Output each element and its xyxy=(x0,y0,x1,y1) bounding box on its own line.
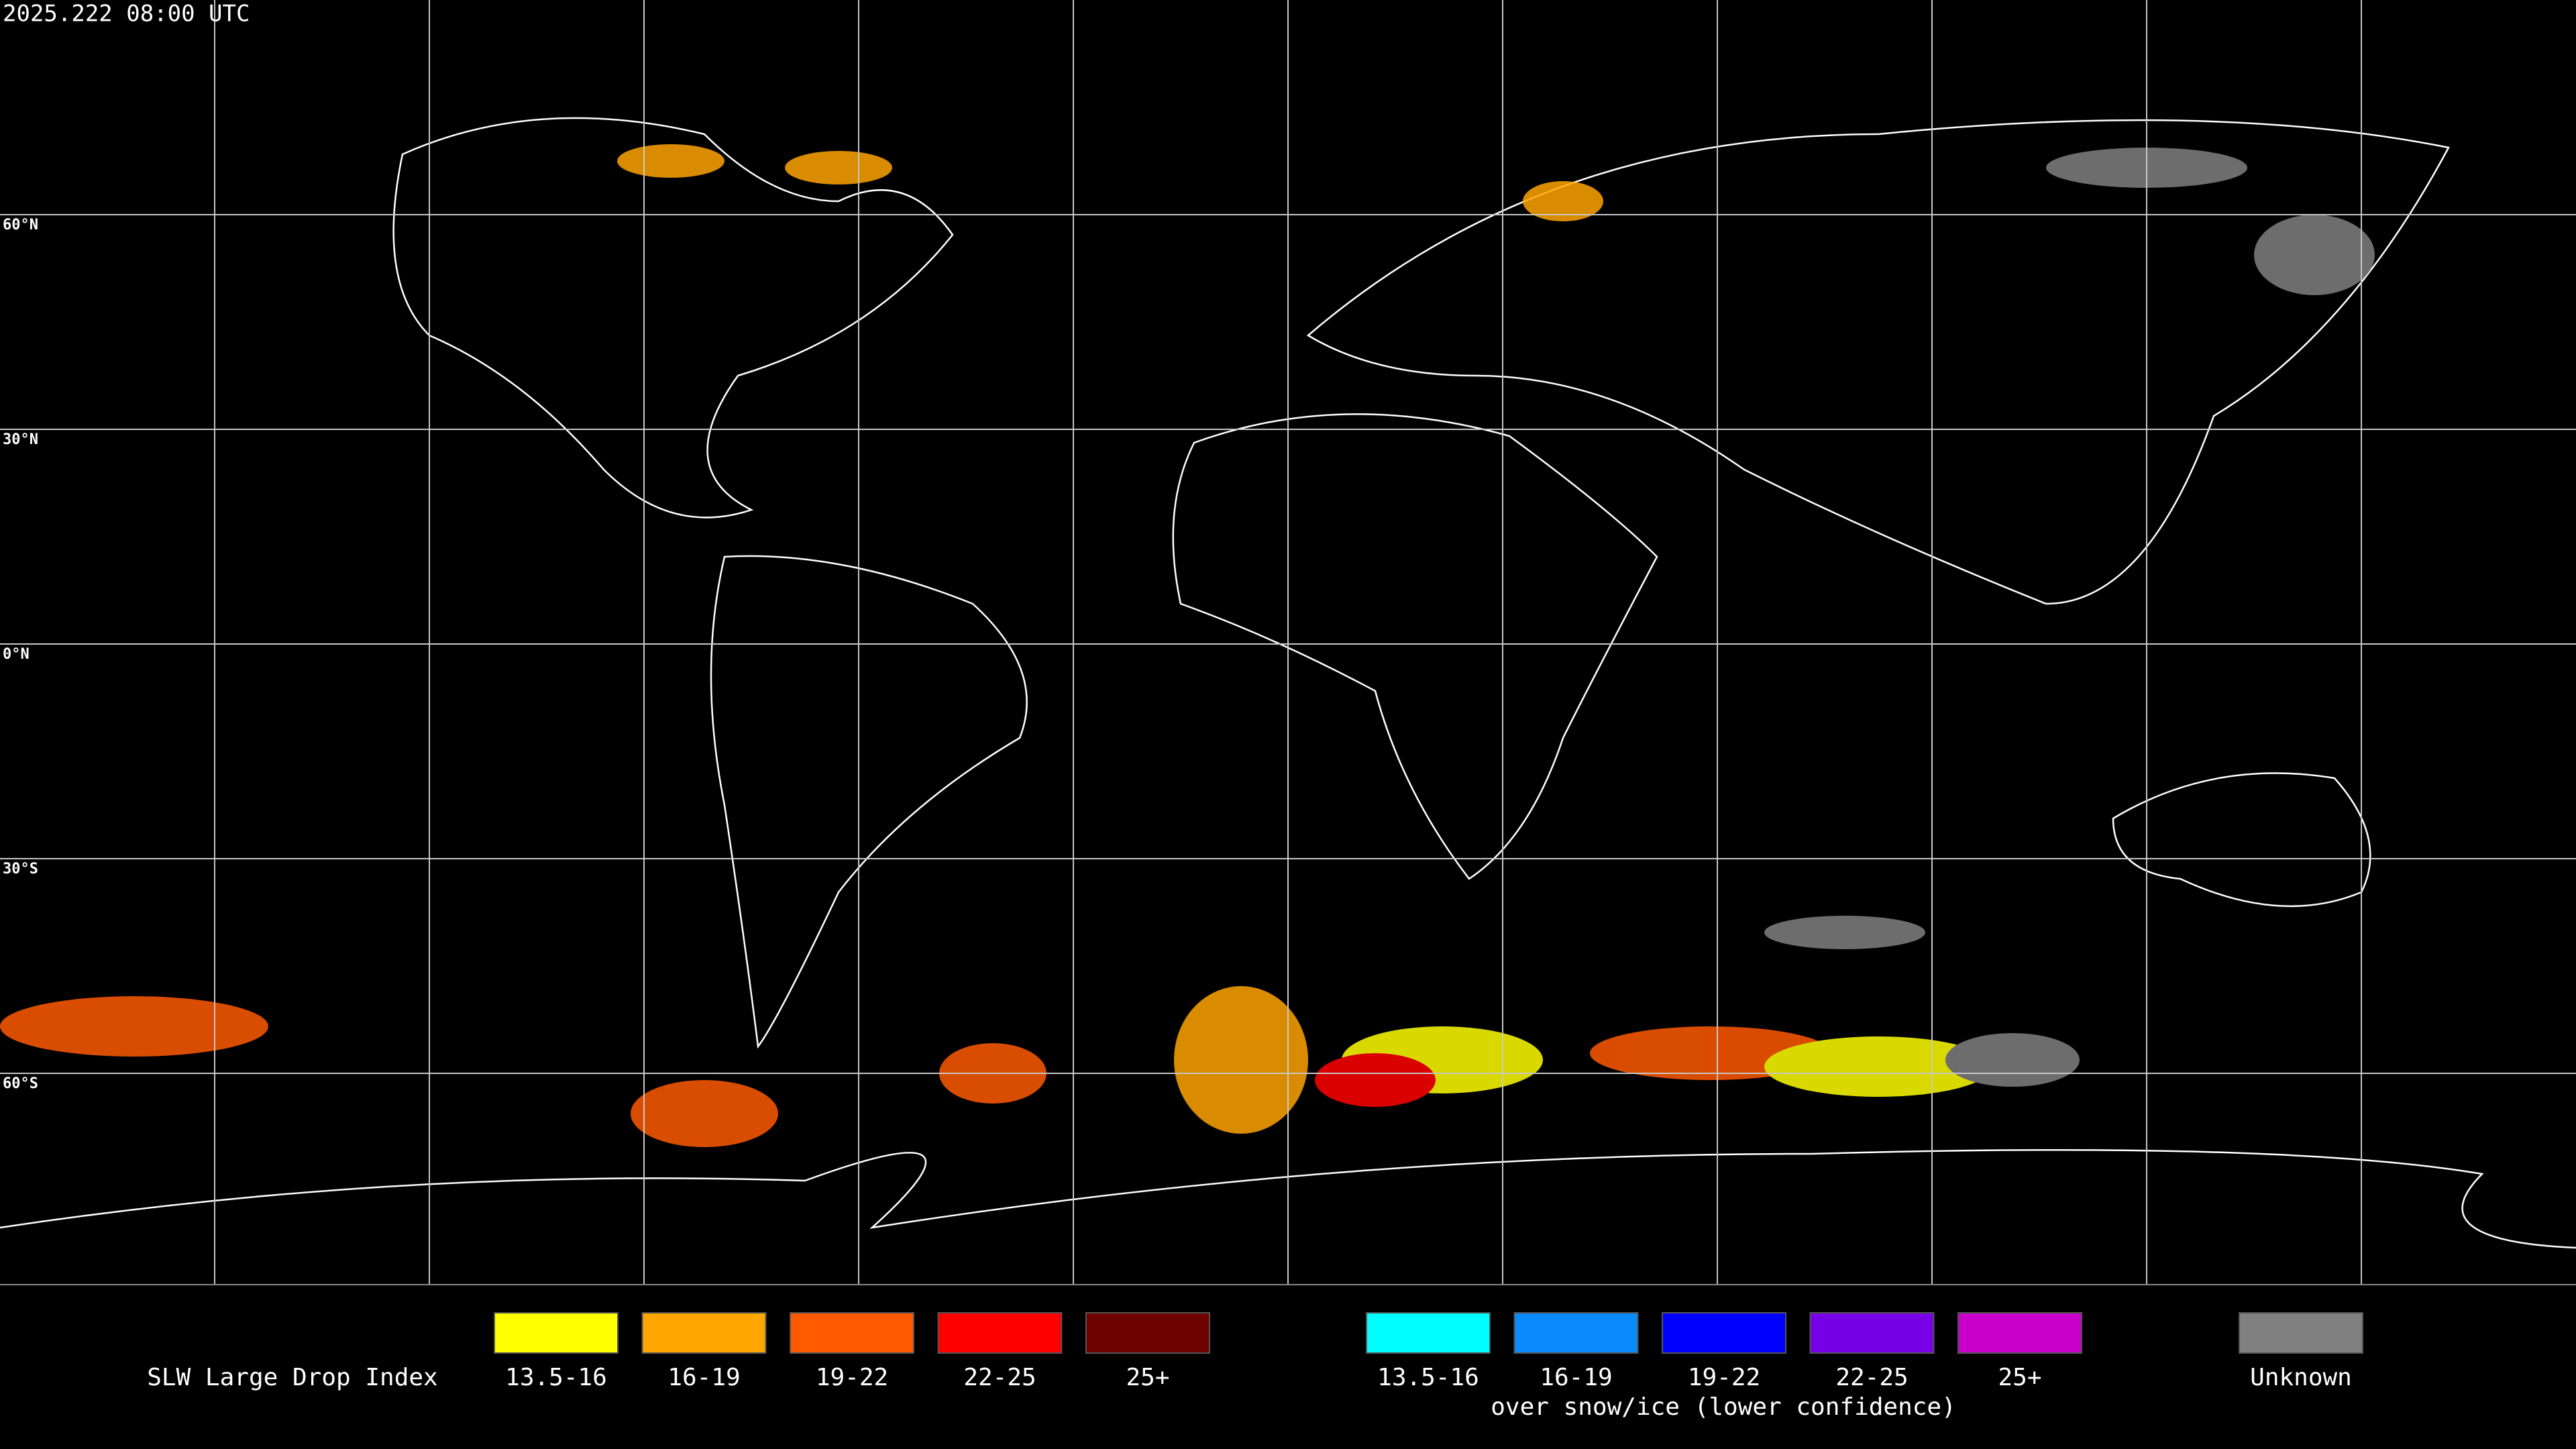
legend-swatch xyxy=(641,1312,767,1354)
legend-swatch xyxy=(2239,1312,2363,1354)
latitude-label: 60°N xyxy=(3,217,38,233)
data-patch xyxy=(617,144,724,178)
legend-title: SLW Large Drop Index xyxy=(147,1364,437,1391)
legend-swatch xyxy=(494,1312,619,1354)
coastline xyxy=(0,1149,2576,1249)
graticule: 60°N 30°N 0°N 30°S 60°S xyxy=(0,0,2576,1285)
latitude-label: 0°N xyxy=(3,646,30,663)
latitude-label: 30°N xyxy=(3,431,38,448)
data-patch xyxy=(1315,1053,1436,1107)
data-patch xyxy=(1523,181,1603,221)
data-patch xyxy=(1764,1036,1992,1097)
legend-label: 25+ xyxy=(1126,1364,1169,1391)
legend-swatch xyxy=(1366,1312,1491,1354)
legend-swatch xyxy=(1513,1312,1639,1354)
data-patch xyxy=(1945,1033,2080,1087)
legend-label: 16-19 xyxy=(1540,1364,1612,1391)
data-patch xyxy=(0,996,268,1057)
data-patch xyxy=(1174,986,1308,1134)
timestamp: 2025.222 08:00 UTC xyxy=(3,1,250,28)
coastline xyxy=(1306,119,2450,605)
legend-label: 13.5-16 xyxy=(505,1364,607,1391)
legend-swatch xyxy=(937,1312,1063,1354)
legend-label: 19-22 xyxy=(1688,1364,1760,1391)
legend-label: 16-19 xyxy=(667,1364,740,1391)
data-patch xyxy=(631,1080,778,1147)
coastline xyxy=(392,117,954,519)
legend-label: Unknown xyxy=(2250,1364,2352,1391)
coastline xyxy=(710,555,1028,1049)
legend-caption: over snow/ice (lower confidence) xyxy=(1491,1393,1956,1421)
latitude-label: 60°S xyxy=(3,1075,38,1092)
legend-swatch xyxy=(790,1312,914,1354)
latitude-label: 30°S xyxy=(3,861,38,877)
data-patch xyxy=(1764,916,1925,949)
legend-label: 22-25 xyxy=(963,1364,1036,1391)
legend-label: 13.5-16 xyxy=(1377,1364,1479,1391)
legend-swatch xyxy=(1957,1312,2082,1354)
data-patch xyxy=(785,151,892,184)
legend-swatch xyxy=(1662,1312,1786,1354)
legend-label: 25+ xyxy=(1998,1364,2041,1391)
legend-swatch xyxy=(1085,1312,1210,1354)
data-patch xyxy=(2254,215,2375,295)
coastline xyxy=(1172,413,1658,880)
legend-label: 19-22 xyxy=(816,1364,888,1391)
legend-swatch xyxy=(1809,1312,1935,1354)
legend: SLW Large Drop Index 13.5-16 16-19 19-22 22-… xyxy=(147,1312,2363,1421)
legend-label: 22-25 xyxy=(1835,1364,1908,1391)
coastline xyxy=(2112,772,2371,908)
